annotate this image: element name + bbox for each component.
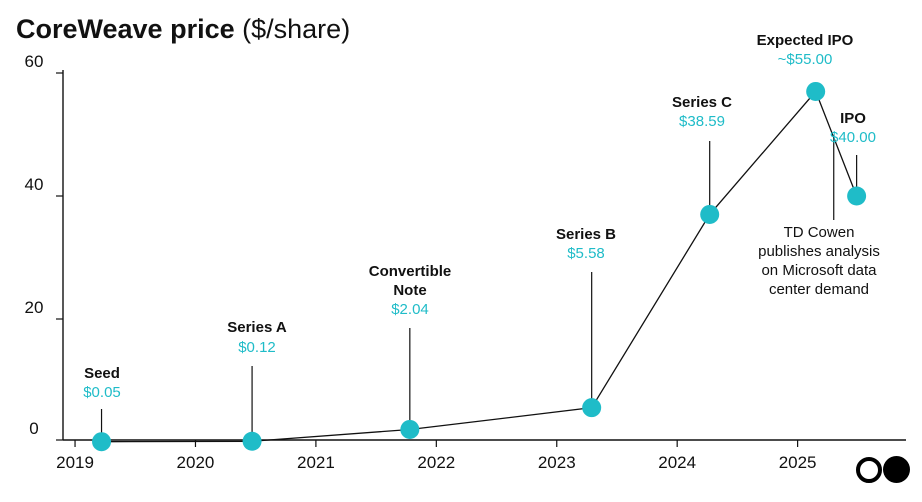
price-point [92, 432, 112, 452]
x-tick-label: 2021 [297, 453, 335, 472]
brand-logo [856, 456, 910, 483]
annotation-leaders [100, 137, 858, 442]
y-tick-label: 60 [25, 52, 44, 71]
label-series-b-name: Series B [556, 226, 616, 243]
price-series [101, 90, 858, 443]
td-cowen-line-3: on Microsoft data [761, 262, 877, 279]
label-expected-ipo: Expected IPO ~$55.00 [757, 32, 854, 68]
td-cowen-line-4: center demand [769, 281, 869, 298]
label-series-a-value: $0.12 [238, 339, 276, 356]
td-cowen-line-1: TD Cowen [784, 224, 855, 241]
x-tick-label: 2020 [177, 453, 215, 472]
y-tick-label: 20 [25, 298, 44, 317]
price-point [700, 204, 720, 224]
y-tick-label: 0 [29, 419, 38, 438]
label-series-c-name: Series C [672, 94, 732, 111]
label-ipo: IPO $40.00 [830, 110, 876, 146]
label-convertible-note: Convertible Note $2.04 [369, 263, 452, 318]
price-point [400, 419, 420, 439]
label-expected-ipo-name: Expected IPO [757, 32, 854, 49]
label-convertible-name-1: Convertible [369, 263, 452, 280]
label-seed-value: $0.05 [83, 384, 121, 401]
label-seed: Seed $0.05 [83, 365, 121, 401]
axes: 0 20 40 60 2019 2020 2021 2022 2023 2024 2025 [25, 52, 906, 472]
td-cowen-line-2: publishes analysis [758, 243, 880, 260]
x-tick-label: 2022 [417, 453, 455, 472]
chart-title-unit: ($/share) [242, 14, 351, 44]
chart-title: CoreWeave price ($/share) [16, 14, 350, 45]
label-seed-name: Seed [84, 365, 120, 382]
y-tick-label: 40 [25, 175, 44, 194]
price-point [582, 398, 602, 418]
label-ipo-name: IPO [840, 110, 866, 127]
label-series-a-name: Series A [227, 319, 287, 336]
label-series-a: Series A $0.12 [227, 319, 287, 356]
label-convertible-name-2: Note [393, 282, 426, 299]
label-ipo-value: $40.00 [830, 129, 876, 146]
price-line [101, 90, 858, 443]
label-series-c: Series C $38.59 [672, 94, 732, 130]
price-point [847, 186, 867, 206]
price-point [242, 431, 262, 451]
logo-dot-icon [883, 456, 910, 483]
label-td-cowen-note: TD Cowen publishes analysis on Microsoft… [758, 224, 880, 298]
x-tick-label: 2024 [658, 453, 696, 472]
x-tick-label: 2025 [779, 453, 817, 472]
label-series-c-value: $38.59 [679, 113, 725, 130]
chart-title-main: CoreWeave price [16, 14, 235, 44]
price-point [806, 81, 826, 101]
logo-ring-icon [856, 457, 882, 483]
label-convertible-value: $2.04 [391, 301, 429, 318]
x-tick-label: 2019 [56, 453, 94, 472]
price-markers [92, 81, 867, 452]
label-series-b: Series B $5.58 [556, 226, 616, 262]
label-expected-ipo-value: ~$55.00 [778, 51, 833, 68]
label-series-b-value: $5.58 [567, 245, 605, 262]
x-tick-label: 2023 [538, 453, 576, 472]
